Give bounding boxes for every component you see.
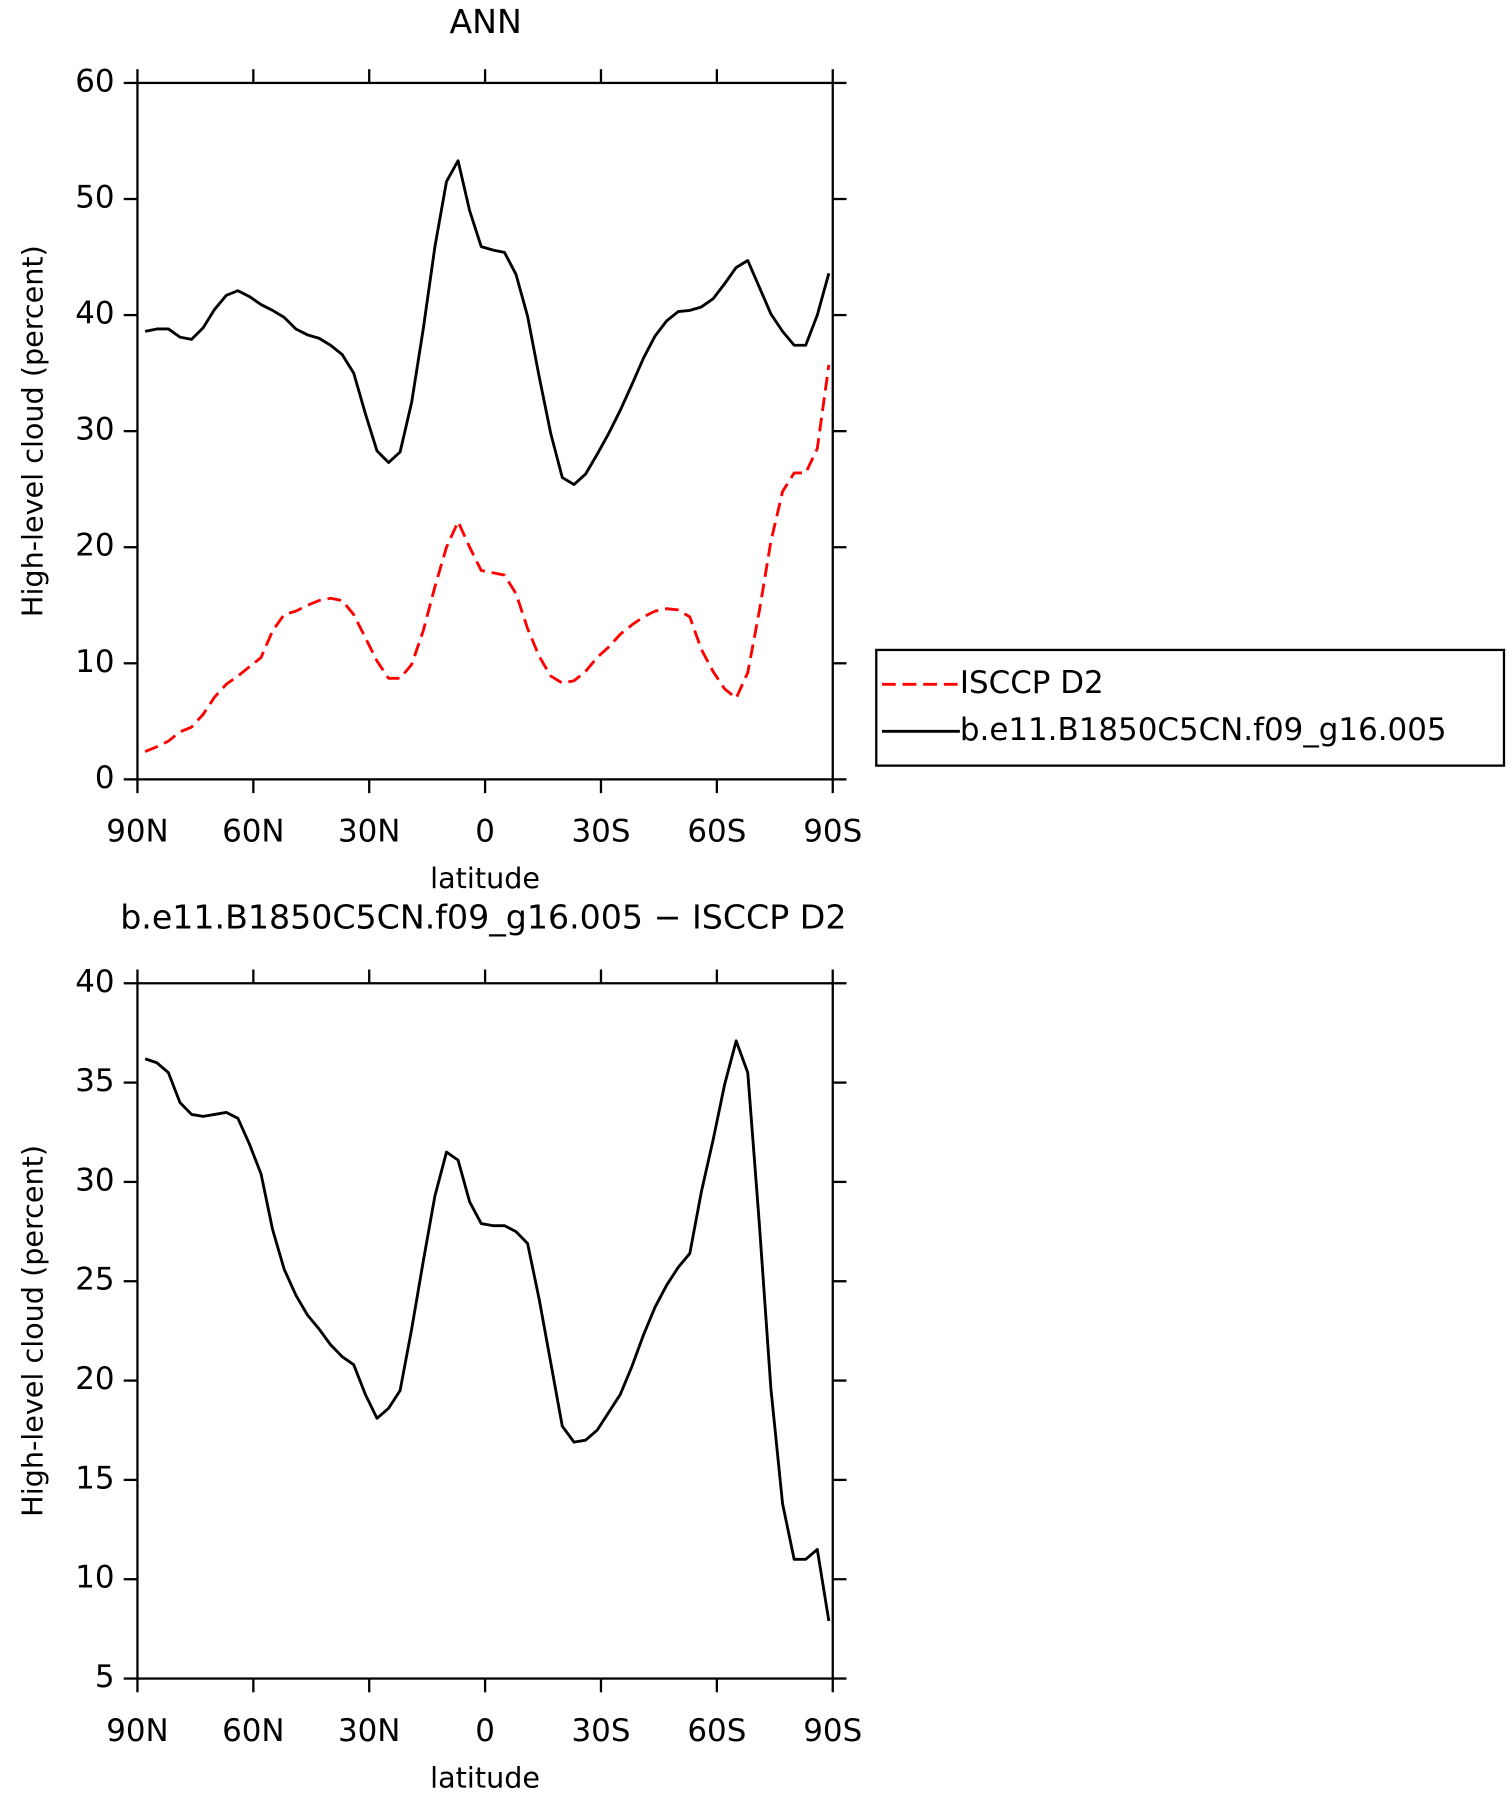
x-tick-label: 90S — [803, 1713, 862, 1749]
x-tick-label: 0 — [475, 1713, 495, 1749]
y-tick-label: 40 — [75, 964, 114, 1000]
x-tick-label: 90S — [803, 814, 862, 850]
data-line — [144, 159, 831, 486]
y-tick-label: 60 — [75, 63, 114, 99]
x-tick-label: 60N — [222, 814, 284, 850]
y-tick-label: 20 — [75, 1361, 114, 1397]
x-axis-label: latitude — [430, 1760, 540, 1794]
x-tick-label: 0 — [475, 814, 495, 850]
x-tick-label: 30N — [338, 1713, 400, 1749]
x-tick-label: 30S — [572, 814, 631, 850]
y-axis-label: High-level cloud (percent) — [15, 245, 49, 617]
y-tick-label: 20 — [75, 528, 114, 564]
y-tick-label: 0 — [95, 760, 115, 796]
legend-label: b.e11.B1850C5CN.f09_g16.005 — [960, 712, 1447, 748]
x-axis-label: latitude — [430, 861, 540, 895]
x-tick-label: 60S — [687, 1713, 746, 1749]
x-tick-label: 90N — [106, 1713, 168, 1749]
y-tick-label: 5 — [95, 1659, 115, 1695]
data-line — [144, 364, 831, 753]
chart-title: ANN — [449, 2, 521, 41]
y-axis-label: High-level cloud (percent) — [15, 1145, 49, 1517]
data-line — [144, 1039, 831, 1622]
y-tick-label: 25 — [75, 1262, 114, 1298]
x-tick-label: 60N — [222, 1713, 284, 1749]
chart-title: b.e11.B1850C5CN.f09_g16.005 − ISCCP D2 — [120, 898, 846, 937]
y-tick-label: 30 — [75, 412, 114, 448]
x-tick-label: 30S — [572, 1713, 631, 1749]
y-tick-label: 35 — [75, 1063, 114, 1099]
x-tick-label: 60S — [687, 814, 746, 850]
y-tick-label: 10 — [75, 1560, 114, 1596]
x-tick-label: 30N — [338, 814, 400, 850]
y-tick-label: 15 — [75, 1460, 114, 1496]
legend-label: ISCCP D2 — [960, 665, 1104, 701]
y-tick-label: 50 — [75, 180, 114, 216]
plot-frame — [136, 982, 834, 1680]
y-tick-label: 40 — [75, 296, 114, 332]
y-tick-label: 10 — [75, 644, 114, 680]
x-tick-label: 90N — [106, 814, 168, 850]
legend-box — [875, 648, 1506, 767]
plot-frame — [136, 81, 834, 781]
y-tick-label: 30 — [75, 1162, 114, 1198]
